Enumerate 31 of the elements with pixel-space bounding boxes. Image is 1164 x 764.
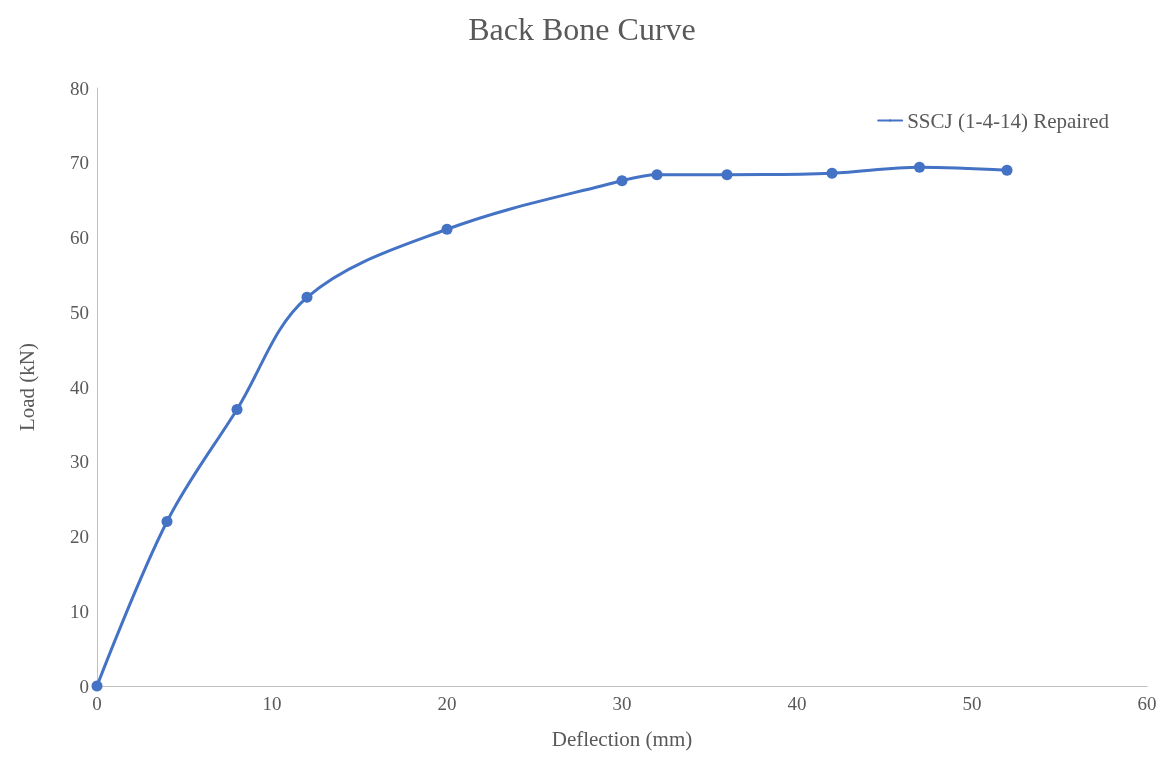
x-tick-label: 10	[262, 693, 282, 714]
point	[721, 169, 733, 181]
y-tick-label: 0	[79, 675, 89, 697]
chart-title: Back Bone Curve	[468, 11, 696, 47]
x-tick-label: 60	[1137, 693, 1157, 714]
point	[441, 223, 453, 235]
x-axis-title: Deflection (mm)	[551, 726, 693, 751]
y-tick-label: 10	[70, 600, 89, 622]
y-axis-title: Load (kN)	[14, 342, 39, 432]
point	[301, 291, 313, 303]
y-tick-label: 30	[70, 451, 89, 473]
point	[91, 680, 103, 692]
y-tick-label: 40	[70, 376, 89, 398]
y-tick-label: 60	[70, 227, 89, 248]
y-tick-label: 80	[70, 77, 89, 99]
point	[651, 169, 663, 181]
x-tick-label: 0	[92, 693, 102, 714]
x-tick-label: 50	[962, 693, 982, 714]
point	[616, 175, 628, 187]
x-tick-label: 30	[612, 693, 632, 714]
y-tick-label: 70	[70, 152, 89, 174]
x-tick-label: 20	[437, 693, 457, 714]
point	[826, 167, 838, 179]
y-tick-label: 20	[70, 526, 89, 547]
point	[161, 516, 173, 528]
legend-label: SSCJ (1-4-14) Repaired	[907, 108, 1110, 133]
y-tick-label: 50	[70, 301, 89, 323]
point	[231, 403, 243, 415]
point	[914, 161, 925, 173]
point	[1001, 164, 1013, 176]
x-tick-label: 40	[787, 693, 807, 714]
